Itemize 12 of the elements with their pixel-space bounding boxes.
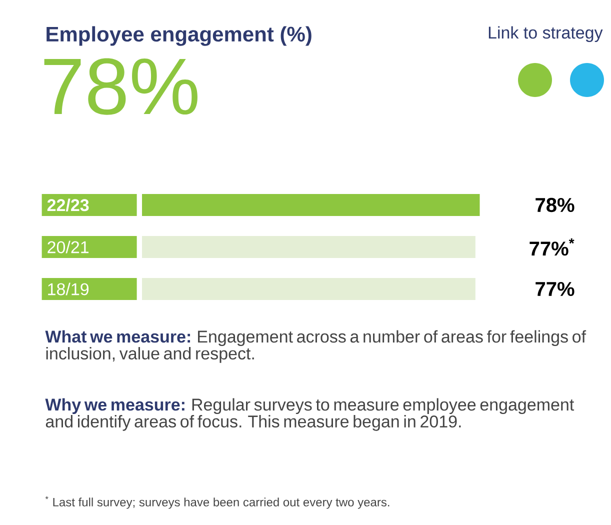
text: 78% bbox=[44, 58, 198, 115]
chart-title: Employee engagement (%) bbox=[46, 26, 312, 46]
data-label: 78% bbox=[536, 198, 574, 212]
data-label: 77%$^{*}$ bbox=[530, 238, 574, 256]
text: Why we measure: Regular surveys to measure employee engagement and identify areas of focus. This measure began in 2019. bbox=[45, 398, 574, 431]
data-label: 77% bbox=[536, 282, 574, 296]
y-tick-label: 18/19 bbox=[48, 282, 89, 296]
text: What we measure: Engagement across a number of areas for feelings of inclusion, value and respect. bbox=[45, 330, 586, 363]
text: Link to strategy bbox=[488, 26, 603, 42]
text: $^{*}$ Last full survey; surveys have been carried out every two years. bbox=[45, 496, 390, 509]
y-tick-label: 20/21 bbox=[48, 240, 89, 254]
y-tick-label: 22/23 bbox=[47, 198, 89, 212]
